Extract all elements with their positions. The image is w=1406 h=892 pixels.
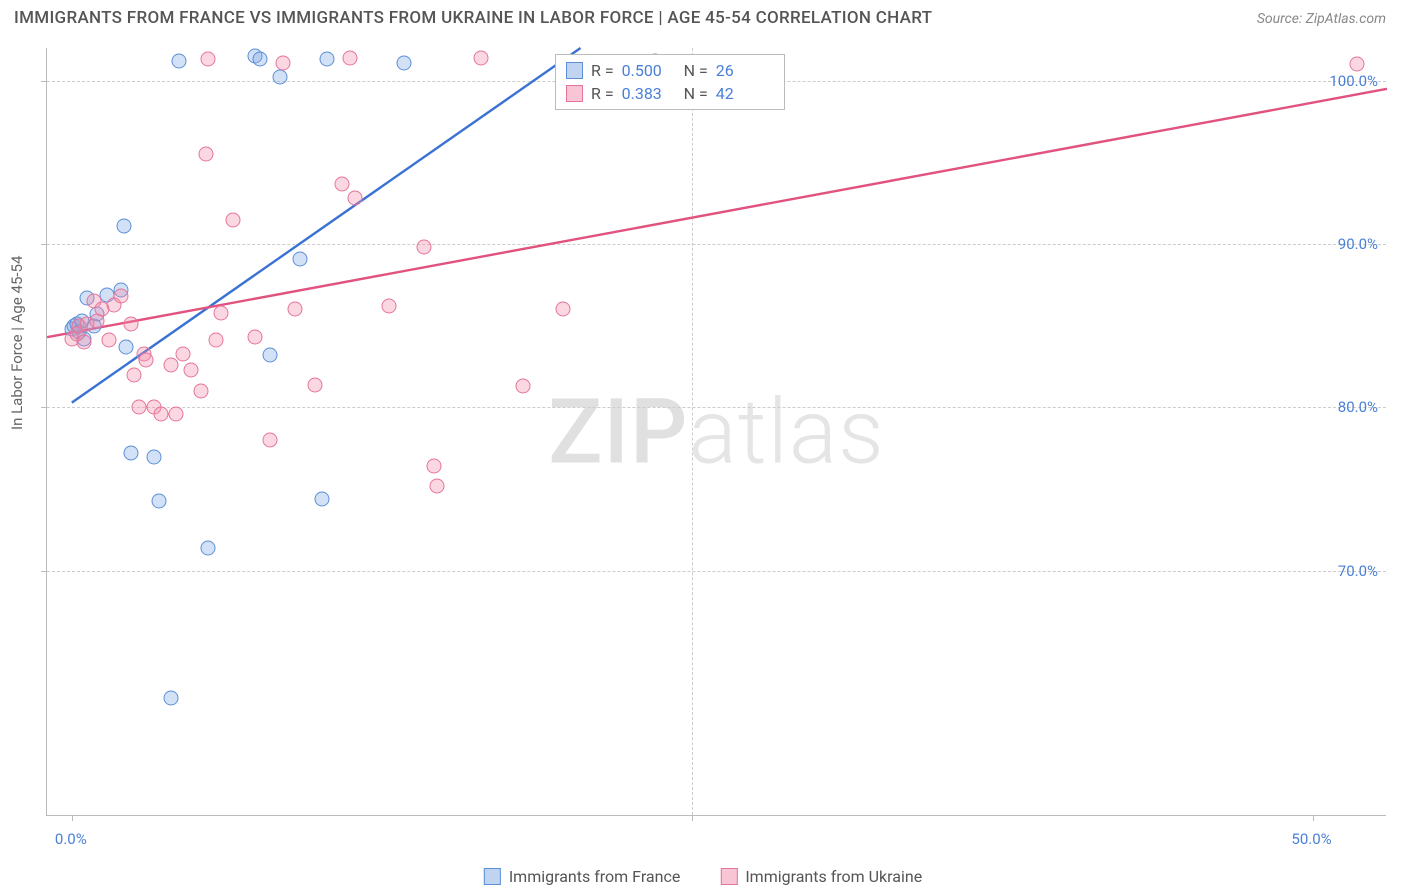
trend-lines xyxy=(47,48,1387,816)
data-point xyxy=(427,459,442,474)
data-point xyxy=(183,362,198,377)
data-point xyxy=(474,50,489,65)
trend-line xyxy=(47,89,1387,337)
data-point xyxy=(169,407,184,422)
n-label: N = xyxy=(684,84,708,103)
data-point xyxy=(429,478,444,493)
data-point xyxy=(320,52,335,67)
data-point xyxy=(131,400,146,415)
data-point xyxy=(335,176,350,191)
data-point xyxy=(382,299,397,314)
data-point xyxy=(124,446,139,461)
data-point xyxy=(146,449,161,464)
title-bar: IMMIGRANTS FROM FRANCE VS IMMIGRANTS FRO… xyxy=(0,0,1406,32)
stats-box: R = 0.500 N = 26 R = 0.383 N = 42 xyxy=(555,54,785,110)
data-point xyxy=(213,305,228,320)
data-point xyxy=(263,348,278,363)
data-point xyxy=(397,55,412,70)
n-value-2: 42 xyxy=(716,84,770,103)
data-point xyxy=(151,493,166,508)
chart-title: IMMIGRANTS FROM FRANCE VS IMMIGRANTS FRO… xyxy=(14,8,932,28)
swatch-pink-icon xyxy=(566,85,583,102)
data-point xyxy=(208,333,223,348)
data-point xyxy=(263,433,278,448)
swatch-blue-icon xyxy=(484,868,501,885)
y-axis-label: In Labor Force | Age 45-54 xyxy=(8,256,26,430)
legend-label: Immigrants from Ukraine xyxy=(745,867,922,886)
legend: Immigrants from France Immigrants from U… xyxy=(484,867,922,886)
data-point xyxy=(226,212,241,227)
data-point xyxy=(126,367,141,382)
n-label: N = xyxy=(684,61,708,80)
data-point xyxy=(201,52,216,67)
data-point xyxy=(288,302,303,317)
data-point xyxy=(176,346,191,361)
data-point xyxy=(77,335,92,350)
legend-label: Immigrants from France xyxy=(509,867,681,886)
data-point xyxy=(253,52,268,67)
r-label: R = xyxy=(591,61,614,80)
source-attribution: Source: ZipAtlas.com xyxy=(1257,11,1386,27)
swatch-pink-icon xyxy=(720,868,737,885)
data-point xyxy=(417,240,432,255)
data-point xyxy=(198,147,213,162)
data-point xyxy=(164,358,179,373)
data-point xyxy=(119,340,134,355)
stats-row-series2: R = 0.383 N = 42 xyxy=(566,82,770,105)
data-point xyxy=(556,302,571,317)
data-point xyxy=(315,491,330,506)
data-point xyxy=(342,50,357,65)
data-point xyxy=(124,317,139,332)
r-label: R = xyxy=(591,84,614,103)
scatter-plot-area: ZIPatlas 70.0%80.0%90.0%100.0% R = 0.500… xyxy=(46,48,1386,816)
data-point xyxy=(116,219,131,234)
swatch-blue-icon xyxy=(566,62,583,79)
data-point xyxy=(154,407,169,422)
data-point xyxy=(139,353,154,368)
data-point xyxy=(193,384,208,399)
legend-item-2: Immigrants from Ukraine xyxy=(720,867,922,886)
data-point xyxy=(293,251,308,266)
data-point xyxy=(308,377,323,392)
data-point xyxy=(102,333,117,348)
data-point xyxy=(114,289,129,304)
data-point xyxy=(164,691,179,706)
legend-item-1: Immigrants from France xyxy=(484,867,681,886)
data-point xyxy=(275,55,290,70)
data-point xyxy=(1350,57,1365,72)
stats-row-series1: R = 0.500 N = 26 xyxy=(566,59,770,82)
r-value-1: 0.500 xyxy=(622,61,676,80)
data-point xyxy=(201,541,216,556)
data-point xyxy=(516,379,531,394)
data-point xyxy=(248,330,263,345)
x-tick-label: 0.0% xyxy=(55,830,87,848)
data-point xyxy=(347,191,362,206)
r-value-2: 0.383 xyxy=(622,84,676,103)
data-point xyxy=(171,54,186,69)
n-value-1: 26 xyxy=(716,61,770,80)
data-point xyxy=(273,70,288,85)
x-tick-label: 50.0% xyxy=(1291,830,1331,848)
